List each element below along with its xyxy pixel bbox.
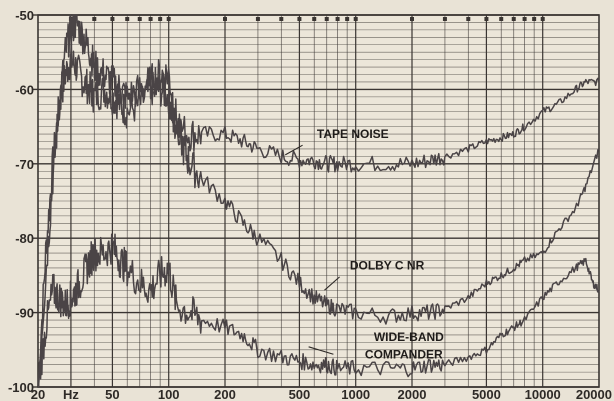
y-tick-label: -100	[8, 380, 34, 395]
top-tick-mark	[110, 17, 115, 21]
x-tick-label: 50	[105, 387, 119, 401]
top-tick-mark	[223, 17, 227, 21]
y-tick-label: -70	[15, 157, 34, 172]
top-tick-mark	[158, 17, 163, 21]
top-tick-mark	[137, 17, 142, 21]
annotation-label: COMPANDER	[365, 348, 443, 362]
top-tick-mark	[255, 17, 260, 21]
top-tick-mark	[484, 17, 489, 21]
annotation-leader	[308, 346, 334, 355]
top-tick-mark	[522, 17, 527, 21]
y-tick-label: -80	[15, 231, 34, 246]
series-wide-band-compander	[37, 233, 600, 388]
x-tick-label: 200	[214, 387, 236, 401]
y-tick-label: -90	[15, 306, 34, 321]
x-axis: 20 Hz 50 100 200 500 1000 2000 5000 10000 20000	[31, 387, 612, 401]
x-tick-label: 10000	[525, 387, 561, 401]
top-tick-mark	[353, 17, 358, 21]
annotation-leader	[284, 144, 303, 156]
top-tick-mark	[345, 17, 350, 21]
annotation-label: WIDE-BAND	[374, 330, 444, 344]
y-tick-label: -60	[15, 82, 34, 97]
x-tick-label: Hz	[63, 387, 79, 401]
top-tick-mark	[511, 17, 516, 21]
annotation-leader	[324, 276, 340, 291]
series-tape-noise	[37, 43, 600, 388]
annotations: TAPE NOISE DOLBY C NR WIDE-BAND COMPANDER	[317, 127, 444, 362]
x-tick-label: 5000	[472, 387, 501, 401]
top-tick-mark	[410, 17, 414, 21]
top-tick-mark	[279, 17, 284, 21]
series-dolby-c-nr	[37, 14, 600, 388]
annotation-leaders	[284, 144, 340, 355]
top-tick-mark	[312, 17, 317, 21]
annotation-label: DOLBY C NR	[350, 258, 425, 272]
top-tick-marks	[68, 17, 545, 21]
top-tick-mark	[540, 17, 545, 21]
top-tick-mark	[466, 17, 471, 21]
top-tick-mark	[324, 17, 329, 21]
x-tick-label: 2000	[398, 387, 427, 401]
top-tick-mark	[148, 17, 153, 21]
top-tick-mark	[442, 17, 447, 21]
x-tick-label: 500	[289, 387, 311, 401]
x-tick-label: 20000	[576, 387, 612, 401]
top-tick-mark	[532, 17, 537, 21]
top-tick-mark	[499, 17, 504, 21]
annotation-label: TAPE NOISE	[317, 127, 389, 141]
top-tick-mark	[92, 17, 97, 21]
top-tick-mark	[125, 17, 130, 21]
y-axis: -50 -60 -70 -80 -90 -100	[8, 8, 38, 395]
series-group	[37, 14, 600, 388]
x-tick-label: 20	[31, 387, 45, 401]
top-tick-mark	[335, 17, 340, 21]
top-tick-mark	[297, 17, 302, 21]
x-tick-label: 1000	[341, 387, 370, 401]
top-tick-mark	[166, 17, 171, 21]
y-tick-label: -50	[15, 8, 34, 23]
x-tick-label: 100	[158, 387, 180, 401]
